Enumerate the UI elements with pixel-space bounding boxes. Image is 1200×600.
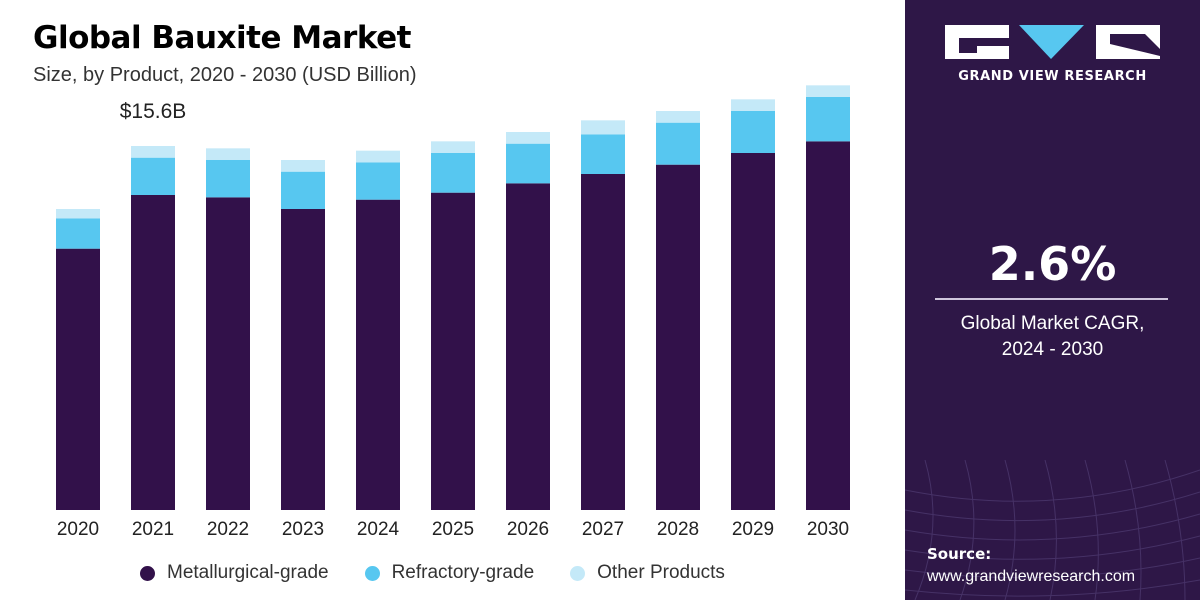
- bar-2029-refractory-grade: [731, 111, 775, 153]
- bar-2024-other-products: [356, 150, 400, 163]
- bar-2028-other-products: [656, 111, 700, 123]
- source-url[interactable]: www.grandviewresearch.com: [927, 568, 1136, 585]
- x-tick-label-2029: 2029: [732, 519, 774, 540]
- bar-2021-metallurgical-grade: [131, 195, 175, 510]
- bar-2029-metallurgical-grade: [731, 153, 775, 510]
- x-tick-label-2030: 2030: [807, 519, 849, 540]
- gvr-logo-icon: [945, 25, 1160, 59]
- x-tick-label-2025: 2025: [432, 519, 474, 540]
- legend-swatch-metallurgical: [140, 565, 155, 581]
- bar-2030-metallurgical-grade: [806, 141, 850, 511]
- legend-item-metallurgical: Metallurgical-grade: [140, 562, 329, 584]
- chart-subtitle: Size, by Product, 2020 - 2030 (USD Billi…: [33, 64, 417, 86]
- bar-2027-refractory-grade: [581, 134, 625, 174]
- brand-name: GRAND VIEW RESEARCH: [958, 69, 1147, 84]
- bar-2029-other-products: [731, 99, 775, 111]
- bar-2027-other-products: [581, 120, 625, 135]
- x-tick-label-2024: 2024: [357, 519, 400, 540]
- bar-2023-other-products: [281, 160, 325, 172]
- bar-2026-metallurgical-grade: [506, 183, 550, 511]
- legend-item-other: Other Products: [570, 562, 725, 584]
- bar-2023-metallurgical-grade: [281, 209, 325, 510]
- cagr-label: Global Market CAGR, 2024 - 2030: [905, 311, 1200, 363]
- legend-label-other: Other Products: [597, 562, 725, 583]
- bar-2027-metallurgical-grade: [581, 174, 625, 510]
- bar-2026-refractory-grade: [506, 143, 550, 184]
- bar-2030-refractory-grade: [806, 97, 850, 142]
- bar-2021-other-products: [131, 146, 175, 158]
- x-tick-label-2022: 2022: [207, 519, 249, 540]
- x-tick-label-2023: 2023: [282, 519, 324, 540]
- legend-item-refractory: Refractory-grade: [364, 562, 535, 584]
- bar-2023-refractory-grade: [281, 171, 325, 209]
- chart-legend: Metallurgical-grade Refractory-grade Oth…: [140, 562, 725, 584]
- bar-2024-refractory-grade: [356, 162, 400, 200]
- x-tick-label-2027: 2027: [582, 519, 624, 540]
- cagr-label-line1: Global Market CAGR,: [960, 313, 1145, 334]
- legend-swatch-refractory: [364, 565, 380, 581]
- x-tick-label-2020: 2020: [57, 519, 99, 540]
- bar-2020-other-products: [56, 209, 100, 219]
- bar-2022-metallurgical-grade: [206, 197, 250, 511]
- legend-label-refractory: Refractory-grade: [391, 562, 535, 583]
- x-tick-label-2021: 2021: [132, 519, 174, 540]
- bar-2020-refractory-grade: [56, 218, 100, 249]
- bar-2024-metallurgical-grade: [356, 199, 400, 510]
- bar-2022-refractory-grade: [206, 160, 250, 198]
- x-tick-label-2028: 2028: [657, 519, 699, 540]
- bar-2020-metallurgical-grade: [56, 248, 100, 510]
- chart-title: Global Bauxite Market: [33, 20, 411, 56]
- cagr-label-line2: 2024 - 2030: [1001, 339, 1104, 360]
- bar-2021-refractory-grade: [131, 157, 175, 195]
- cagr-divider: [935, 298, 1168, 300]
- bar-2022-other-products: [206, 148, 250, 160]
- bar-2028-refractory-grade: [656, 122, 700, 165]
- bar-2025-refractory-grade: [431, 153, 475, 193]
- bar-2028-metallurgical-grade: [656, 164, 700, 510]
- sidebar-panel: GRAND VIEW RESEARCH 2.6% Global Market C…: [905, 0, 1200, 600]
- bar-2025-metallurgical-grade: [431, 192, 475, 510]
- bar-2025-other-products: [431, 141, 475, 153]
- bar-2026-other-products: [506, 132, 550, 144]
- value-annotation-2021: $15.6B: [120, 100, 187, 123]
- chart-panel: Global Bauxite Market Size, by Product, …: [33, 20, 850, 584]
- legend-label-metallurgical: Metallurgical-grade: [167, 562, 329, 583]
- bar-chart: 2020 2021 $15.6B 2022 2023 2024 2025 2026 2027 20…: [56, 85, 850, 540]
- x-tick-label-2026: 2026: [507, 519, 549, 540]
- grid-decoration: [905, 460, 1200, 600]
- bar-2030-other-products: [806, 85, 850, 97]
- cagr-value: 2.6%: [988, 237, 1117, 291]
- legend-swatch-other: [570, 565, 586, 581]
- source-label: Source:: [927, 545, 992, 563]
